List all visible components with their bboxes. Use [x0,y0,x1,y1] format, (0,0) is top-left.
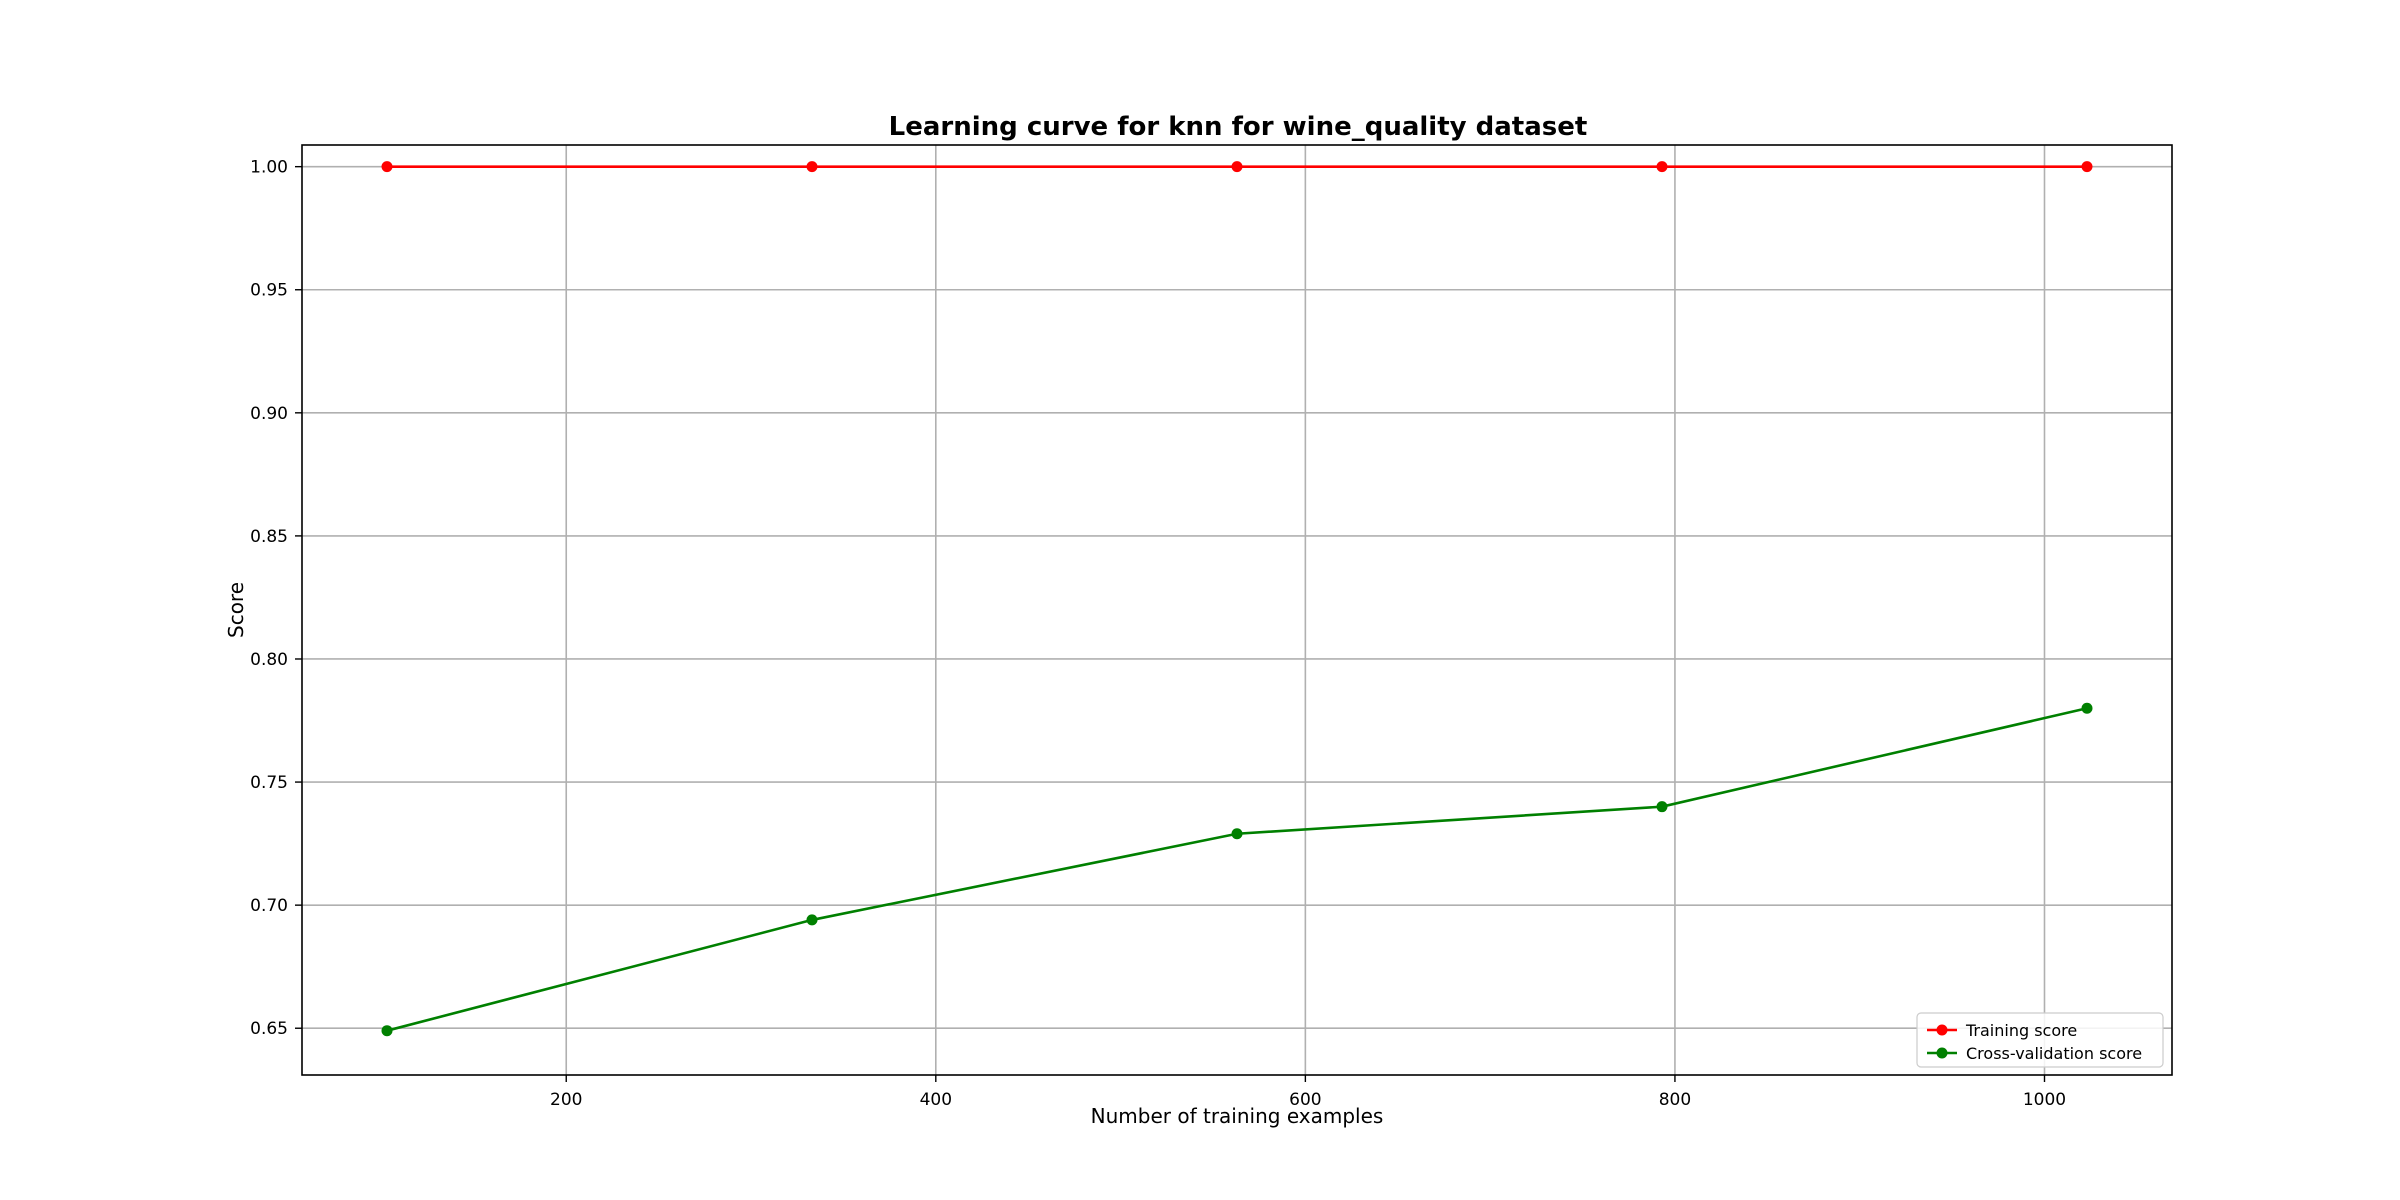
data-point-cross-validation-score [381,1025,393,1037]
y-tick-label: 0.65 [250,1019,288,1039]
data-point-cross-validation-score [1656,801,1668,813]
y-tick-label: 0.75 [250,773,288,793]
x-tick-label: 200 [550,1090,582,1110]
x-tick-label: 400 [920,1090,952,1110]
series-training-score [381,161,2093,173]
series-cross-validation-score [381,702,2093,1037]
data-point-training-score [806,161,818,173]
legend-label: Training score [1965,1021,2077,1040]
y-tick-label: 0.85 [250,527,288,547]
legend-swatch-marker [1936,1047,1948,1059]
data-point-cross-validation-score [806,914,818,926]
legend-entry-cross-validation-score: Cross-validation score [1927,1044,2142,1063]
y-tick-label: 0.80 [250,650,288,670]
x-axis-label: Number of training examples [1091,1104,1384,1128]
data-point-cross-validation-score [1231,828,1243,840]
legend-swatch-marker [1936,1024,1948,1036]
axis-ticks: 200 400 600 800 1000 0.65 0.70 0.75 0.80 0.85 0.90… [250,158,2066,1110]
legend-entry-training-score: Training score [1927,1021,2077,1040]
y-tick-label: 0.90 [250,404,288,424]
x-tick-label: 1000 [2023,1090,2066,1110]
chart-title: Learning curve for knn for wine_quality … [889,112,1588,142]
data-point-training-score [1231,161,1243,173]
data-point-training-score [2081,161,2093,173]
y-tick-label: 1.00 [250,158,288,178]
y-axis-label: Score [224,582,248,638]
series-layer [381,161,2093,1037]
legend-box [1916,1012,2164,1068]
legend-label: Cross-validation score [1966,1044,2142,1063]
x-tick-label: 800 [1659,1090,1691,1110]
grid [302,145,2172,1075]
data-point-training-score [1656,161,1668,173]
data-point-cross-validation-score [2081,702,2093,714]
x-tick-label: 600 [1289,1090,1321,1110]
y-tick-label: 0.70 [250,896,288,916]
data-point-training-score [381,161,393,173]
legend: Training score Cross-validation score [1916,1012,2164,1068]
plot-frame [301,144,2173,1076]
y-tick-label: 0.95 [250,281,288,301]
